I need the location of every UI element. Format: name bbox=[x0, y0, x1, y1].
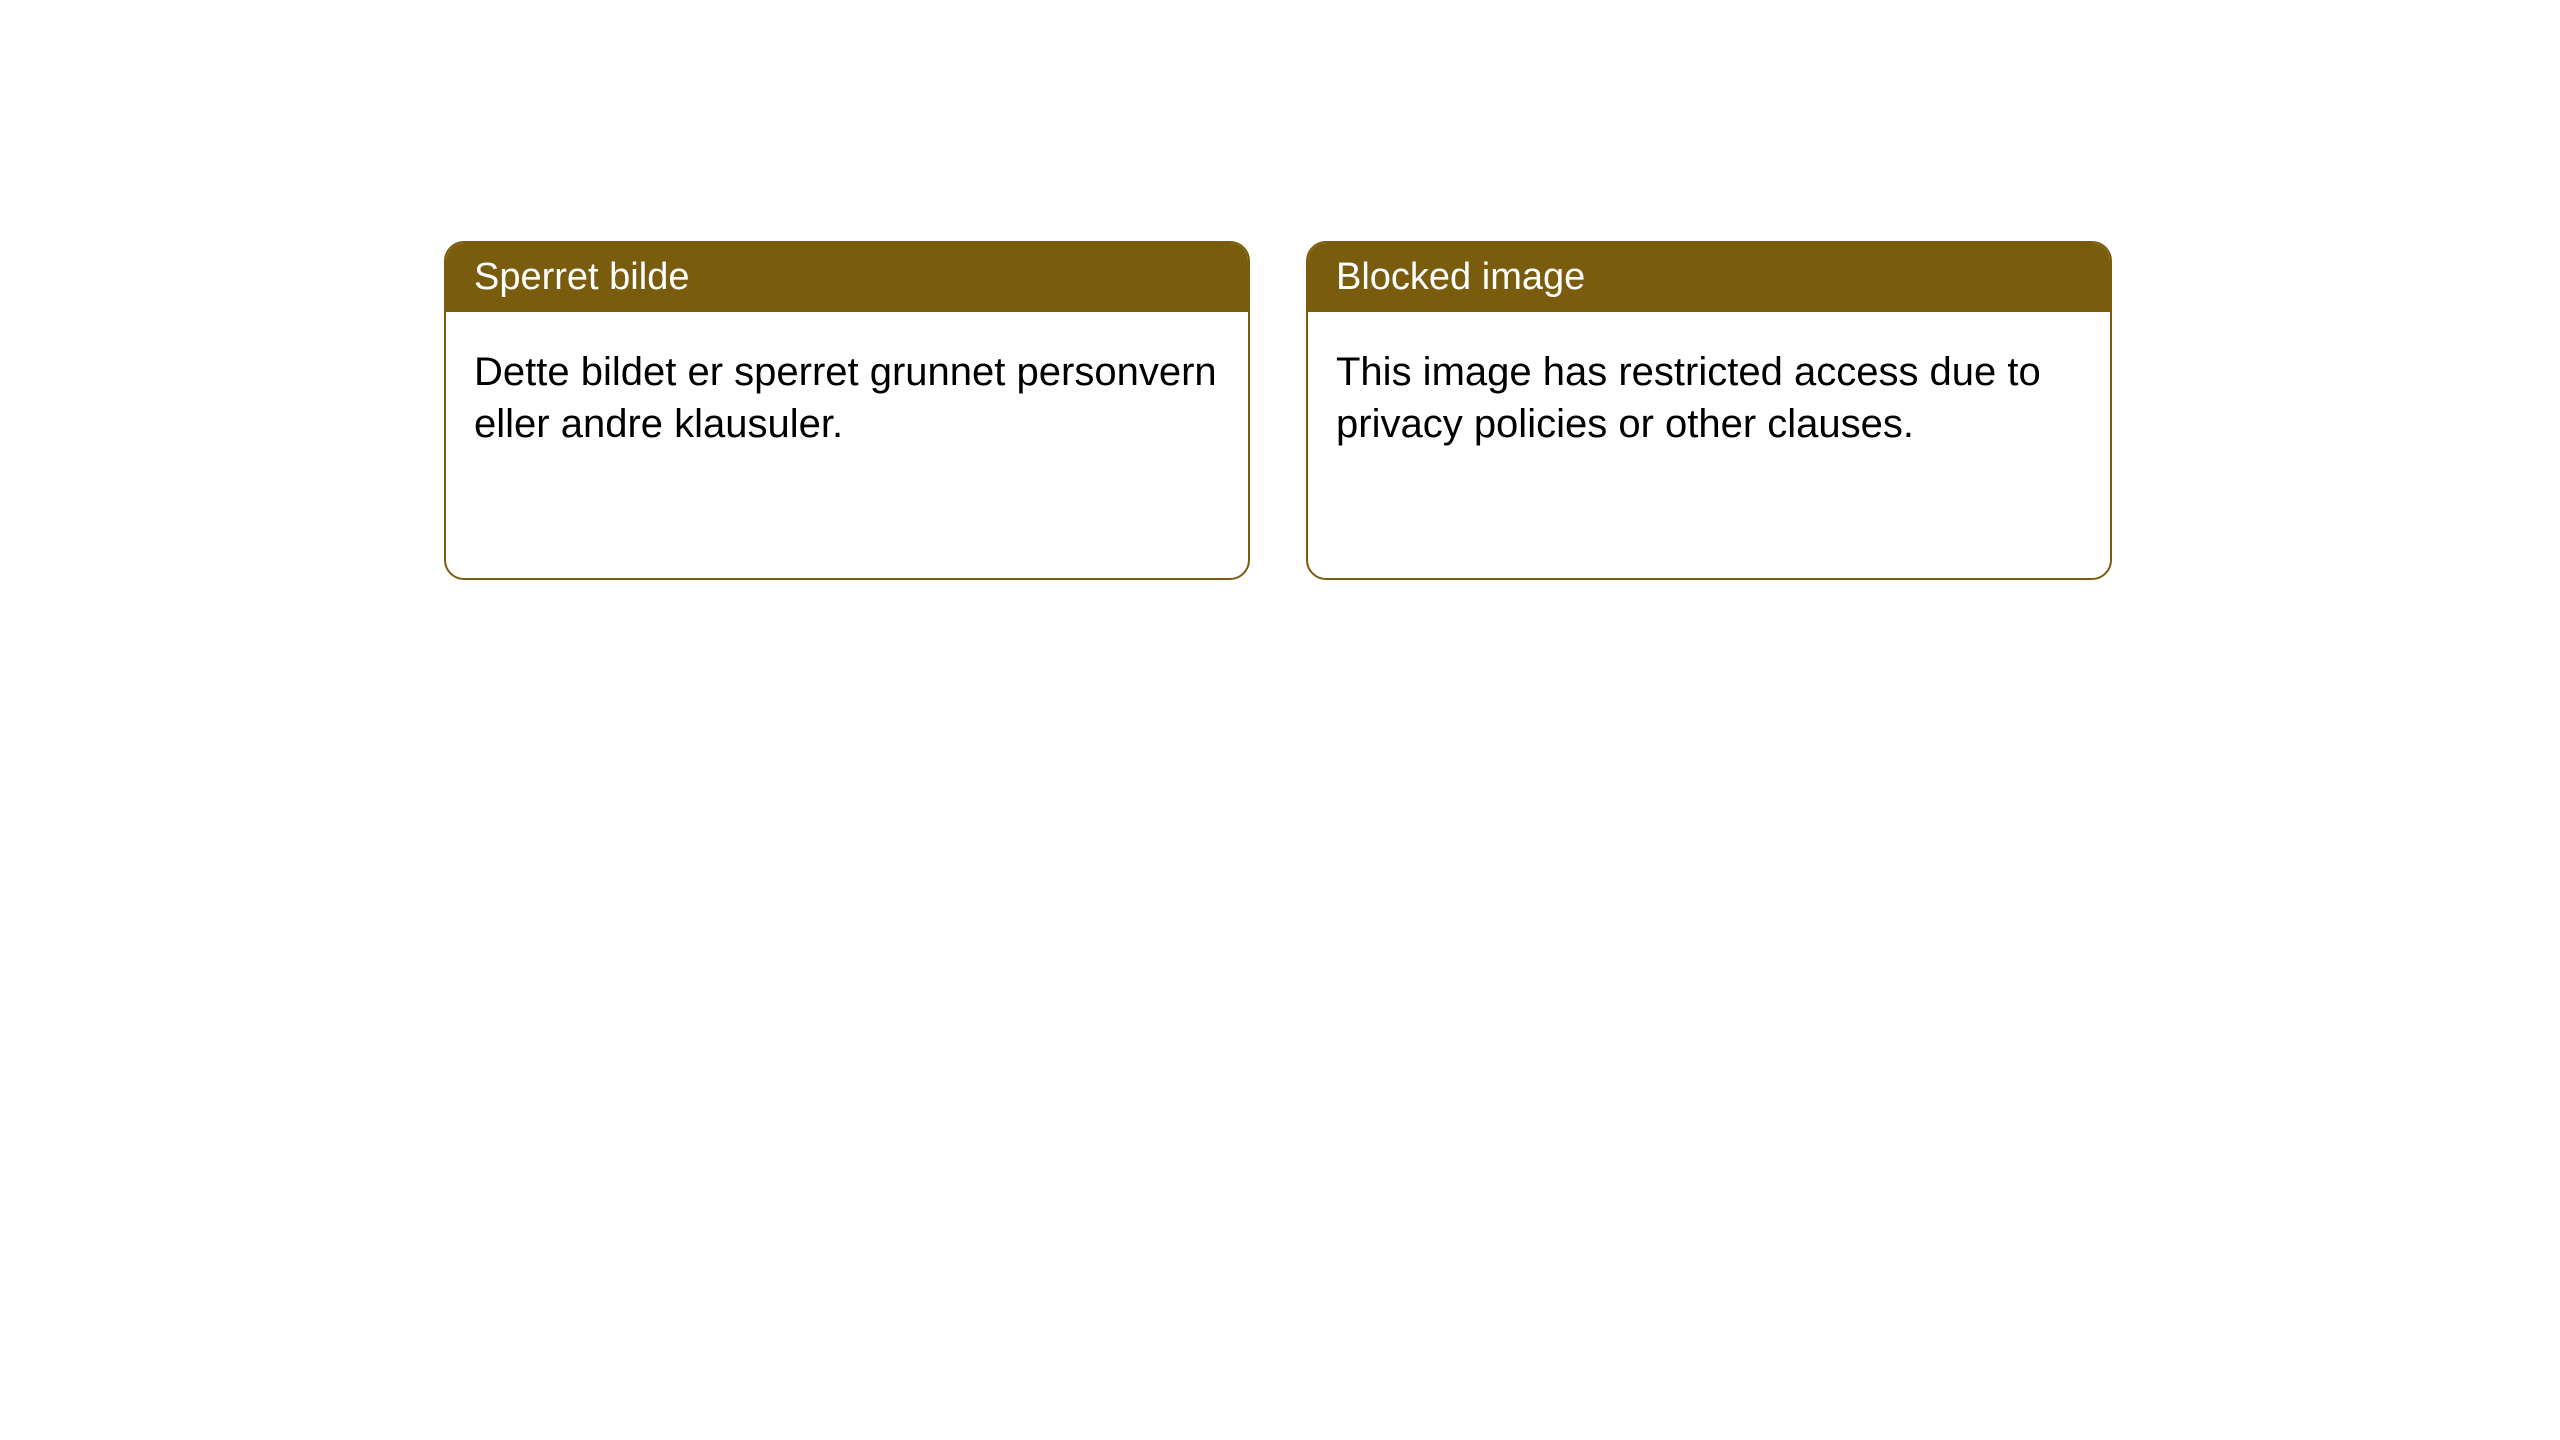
card-text-no: Dette bildet er sperret grunnet personve… bbox=[474, 350, 1217, 446]
card-title-no: Sperret bilde bbox=[474, 256, 689, 298]
card-row: Sperret bilde Dette bildet er sperret gr… bbox=[444, 241, 2112, 580]
card-body-en: This image has restricted access due to … bbox=[1308, 312, 2110, 484]
card-body-no: Dette bildet er sperret grunnet personve… bbox=[446, 312, 1248, 484]
blocked-image-card-en: Blocked image This image has restricted … bbox=[1306, 241, 2112, 580]
card-text-en: This image has restricted access due to … bbox=[1336, 350, 2041, 446]
card-title-en: Blocked image bbox=[1336, 256, 1585, 298]
card-header-en: Blocked image bbox=[1308, 243, 2110, 312]
card-header-no: Sperret bilde bbox=[446, 243, 1248, 312]
blocked-image-card-no: Sperret bilde Dette bildet er sperret gr… bbox=[444, 241, 1250, 580]
